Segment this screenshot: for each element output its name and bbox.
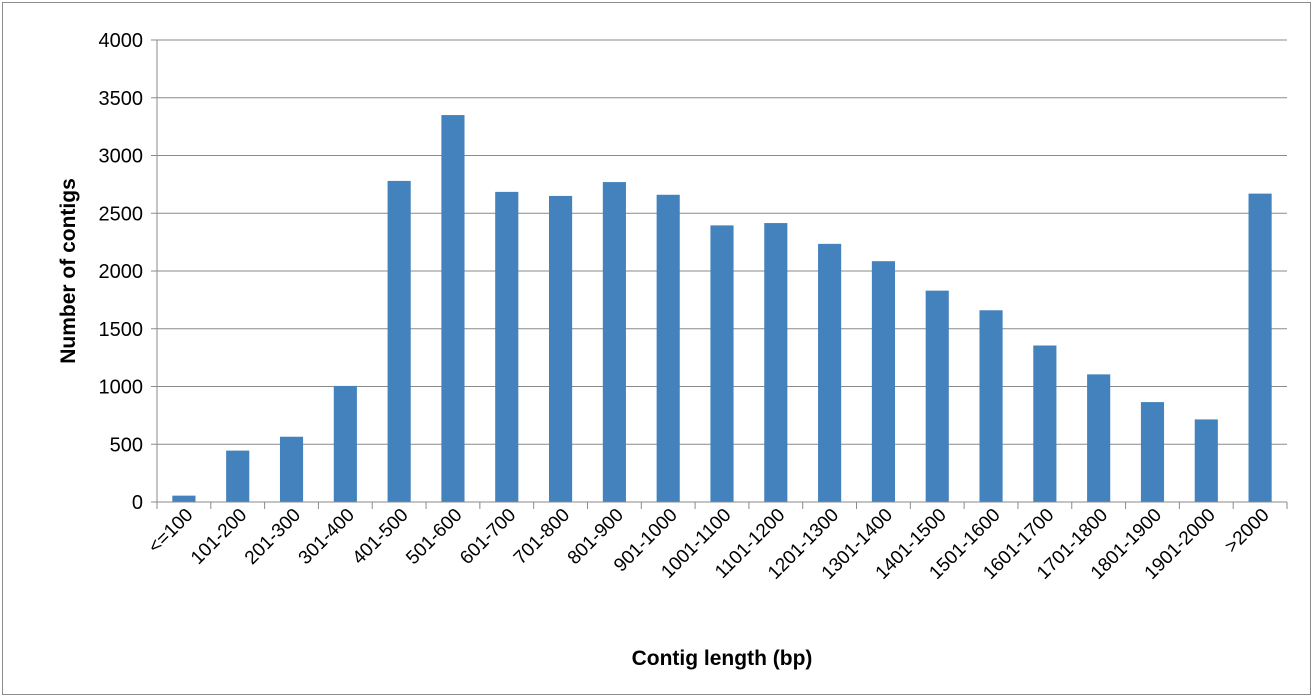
bars (172, 115, 1272, 503)
x-tick-label: <=100 (144, 505, 197, 558)
x-tick-label: 501-600 (402, 505, 466, 569)
bar (656, 194, 680, 502)
y-tick-label: 4000 (99, 30, 144, 52)
y-tick-label: 1500 (99, 319, 144, 341)
bar (172, 495, 196, 502)
bar (279, 436, 304, 502)
bar (602, 182, 626, 502)
bar (387, 180, 411, 502)
x-tick-label: 101-200 (187, 505, 251, 569)
y-axis-title: Number of contigs (57, 178, 80, 364)
bar (925, 290, 949, 502)
bar (979, 310, 1003, 502)
x-tick-label: 701-800 (510, 505, 574, 569)
x-axis-title: Contig length (bp) (632, 647, 813, 670)
x-tick-label: 401-500 (349, 505, 413, 569)
y-tick-labels: 0 500 1000 1500 2000 2500 3000 3500 4000 (99, 30, 144, 514)
x-tick-label: >2000 (1221, 505, 1274, 558)
bar (1033, 345, 1057, 502)
bar (764, 223, 788, 502)
bar (1140, 402, 1165, 502)
bar (818, 243, 842, 503)
y-tick-label: 0 (132, 492, 143, 514)
x-tick-label: 301-400 (295, 505, 359, 569)
bar (495, 191, 519, 502)
bar (871, 261, 895, 502)
bar (710, 225, 734, 502)
bar (1248, 193, 1272, 503)
y-tick-label: 3500 (99, 88, 144, 110)
bar (333, 385, 357, 502)
x-tick-label: 601-700 (456, 505, 520, 569)
bar (441, 115, 465, 502)
bar (1194, 419, 1218, 502)
bar-chart: 0 500 1000 1500 2000 2500 3000 3500 4000 <=10010… (57, 30, 1288, 670)
y-tick-label: 2000 (99, 261, 144, 283)
y-tick-label: 2500 (99, 203, 144, 225)
bar (549, 195, 573, 503)
y-tick-label: 3000 (99, 146, 144, 168)
bar (1087, 374, 1111, 502)
y-tick-label: 500 (110, 434, 143, 456)
x-tick-label: 201-300 (241, 505, 305, 569)
x-tick-labels: <=100101-200201-300301-400401-500501-600… (144, 505, 1273, 584)
axes (151, 39, 1288, 509)
bar (226, 450, 250, 502)
y-tick-label: 1000 (99, 377, 144, 399)
